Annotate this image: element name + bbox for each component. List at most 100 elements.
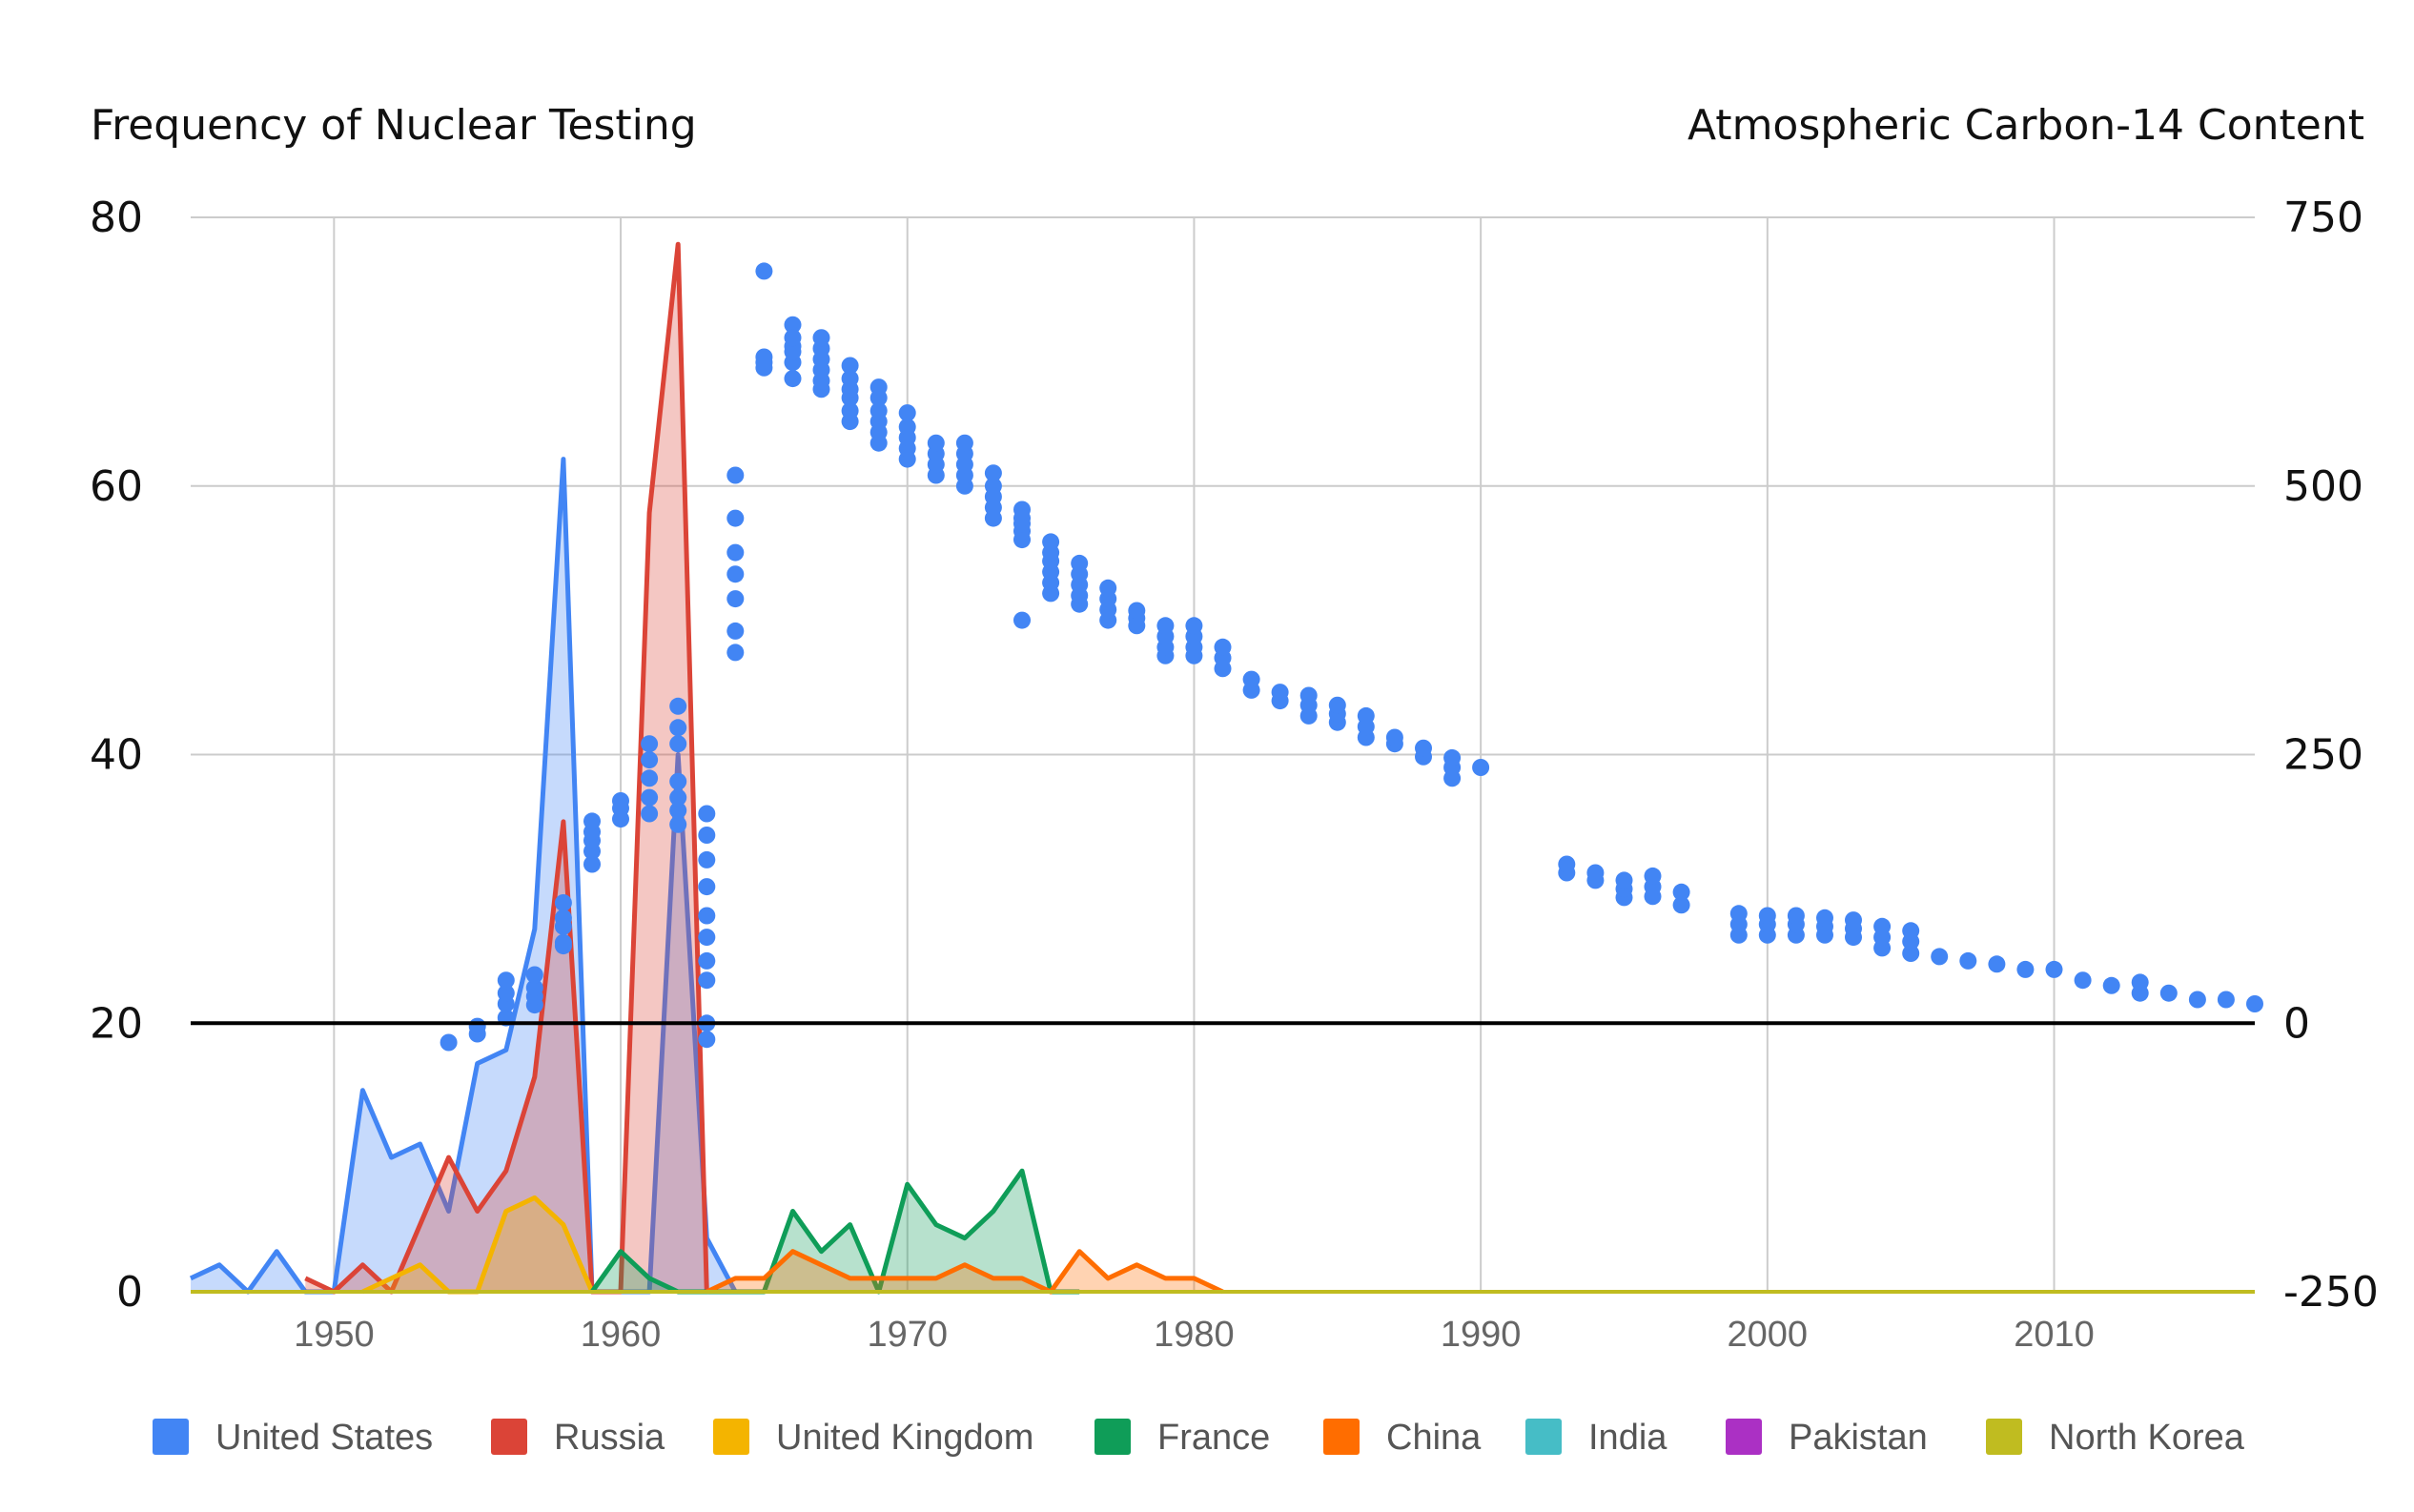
legend-label: Russia [554,1418,665,1458]
carbon14-point [669,788,687,807]
carbon14-point [1959,951,1977,970]
carbon14-point [726,543,745,562]
x-tick-label: 1990 [1441,1315,1522,1355]
carbon14-point [784,370,802,388]
area-fill-0 [191,459,736,1293]
carbon14-point [1443,748,1462,766]
carbon14-point [755,262,773,280]
carbon14-point [1615,871,1633,889]
area-series [189,241,2255,1295]
legend-label: India [1588,1418,1667,1458]
left-axis-ticks: 80 60 40 20 0 [90,194,143,1317]
carbon14-point [1472,759,1490,776]
carbon14-point [698,1031,716,1049]
carbon14-point [698,878,716,896]
carbon14-point [1902,945,1920,962]
carbon14-point [669,772,687,790]
carbon14-point [1988,955,2006,973]
carbon14-point [812,329,830,347]
right-tick-label: -250 [2283,1268,2379,1317]
carbon14-point [2159,984,2178,1002]
carbon14-point [1931,948,1949,966]
area-fill-2 [362,1197,592,1292]
carbon14-point [612,792,629,809]
carbon14-point [1042,533,1060,551]
legend-label: United States [215,1418,433,1458]
legend-label: China [1386,1418,1482,1458]
carbon14-point [1415,739,1432,757]
carbon14-point [669,802,687,820]
carbon14-point [440,1033,458,1052]
carbon14-point [1185,617,1203,635]
carbon14-point [583,812,601,830]
x-tick-label: 1970 [867,1315,948,1355]
carbon14-point [497,971,515,990]
right-axis-ticks: 750 500 250 0 -250 [2283,194,2379,1317]
carbon14-point [927,434,945,452]
right-axis-title: Atmospheric Carbon-14 Content [1688,101,2364,150]
carbon14-point [755,348,773,366]
legend-swatch [1323,1419,1360,1455]
carbon14-point [698,850,716,868]
carbon14-point [784,342,802,360]
series-line-3 [589,1168,1080,1295]
carbon14-point [1672,883,1690,901]
carbon14-point [1758,907,1776,925]
area-fill-1 [305,244,707,1293]
legend-swatch [1726,1419,1762,1455]
legend-swatch [713,1419,749,1455]
carbon14-point [1013,501,1031,519]
carbon14-point [2131,973,2149,991]
x-tick-label: 1950 [294,1315,375,1355]
carbon14-point [525,979,543,997]
legend-swatch [1525,1419,1562,1455]
carbon14-point [1558,855,1576,873]
carbon14-point [841,401,859,419]
carbon14-point [669,735,687,753]
legend-label: France [1157,1418,1270,1458]
area-fill-3 [592,1171,1080,1292]
carbon14-point [698,951,716,970]
carbon14-point [669,719,687,737]
legend: United States Russia United Kingdom France C… [153,1418,2245,1458]
legend-swatch [1986,1419,2022,1455]
legend-label: United Kingdom [776,1418,1033,1458]
area-fill-4 [706,1251,1223,1292]
carbon14-point [1071,554,1089,572]
carbon14-point [898,404,916,422]
x-tick-label: 2000 [1728,1315,1809,1355]
carbon14-point [2217,991,2235,1009]
legend-label: North Korea [2049,1418,2245,1458]
legend-swatch [153,1419,189,1455]
left-tick-label: 40 [90,731,143,780]
carbon14-point [1729,905,1748,923]
carbon14-point [1672,896,1690,914]
right-tick-label: 500 [2283,462,2363,511]
carbon14-point [726,622,745,640]
carbon14-point [1816,909,1833,927]
carbon14-point [1586,864,1605,882]
carbon14-point [726,565,745,583]
carbon14-point [841,370,859,388]
carbon14-point [468,1017,486,1035]
carbon14-point [1902,922,1920,940]
carbon14-point [1242,670,1260,688]
carbon14-point [669,697,687,715]
carbon14-point [955,434,973,452]
carbon14-point [1099,579,1117,597]
carbon14-point [641,751,659,769]
carbon14-point [898,418,916,436]
carbon14-point [1873,917,1892,935]
carbon14-point [641,769,659,787]
carbon14-point [698,929,716,947]
carbon14-point [1787,907,1805,925]
carbon14-point [641,788,659,807]
carbon14-point [554,933,572,951]
carbon14-point [554,894,572,911]
carbon14-point [2045,960,2063,978]
x-axis-ticks: 1950 1960 1970 1980 1990 2000 2010 [294,1315,2095,1355]
carbon14-point [1357,706,1375,725]
carbon14-point [2016,960,2035,978]
series-line-1 [304,241,709,1295]
